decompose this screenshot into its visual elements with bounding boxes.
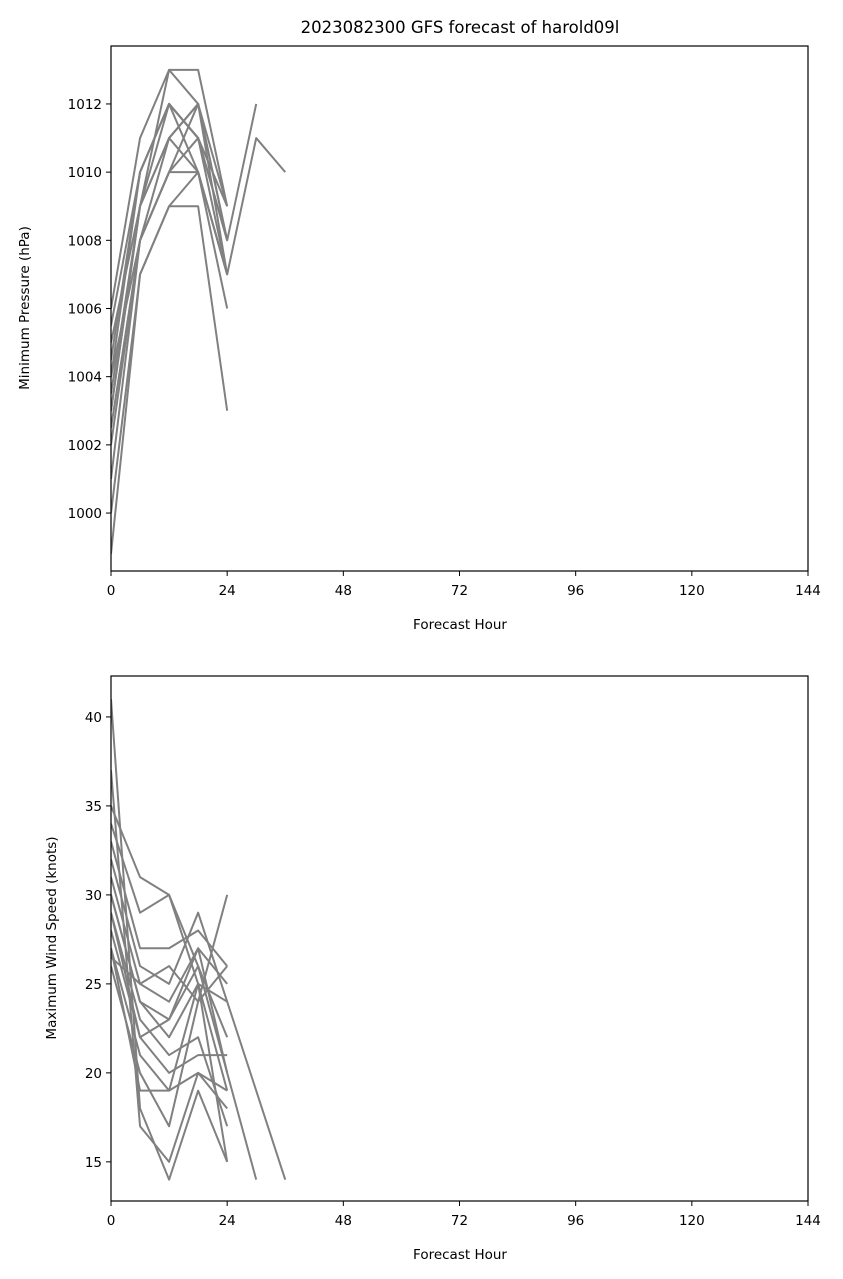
wind-series-lines	[111, 699, 287, 1181]
pressure-x-tick-label: 96	[567, 583, 584, 599]
wind-series-line	[111, 894, 229, 1128]
pressure-x-tick-label: 0	[107, 583, 116, 599]
wind-y-tick-label: 40	[85, 710, 102, 726]
wind-panel: 0 24 48 72 96 120 144 15 20 25 30 35 40 Forecast Ho…	[44, 675, 821, 1263]
wind-series-line	[111, 770, 228, 1163]
pressure-series-line	[111, 68, 229, 309]
wind-y-tick-label: 30	[85, 888, 102, 904]
wind-y-axis: 15 20 25 30 35 40	[85, 710, 111, 1171]
chart-title: 2023082300 GFS forecast of harold09l	[301, 18, 620, 37]
wind-x-tick-label: 144	[795, 1213, 821, 1229]
wind-series-line	[111, 948, 229, 1163]
pressure-y-tick-label: 1012	[68, 97, 102, 113]
pressure-series-lines	[111, 68, 287, 555]
pressure-x-tick-label: 48	[335, 583, 352, 599]
pressure-y-tick-label: 1004	[68, 370, 102, 386]
wind-series-line	[111, 876, 228, 1003]
wind-x-tick-label: 0	[107, 1213, 116, 1229]
pressure-x-axis: 0 24 48 72 96 120 144	[107, 571, 821, 599]
pressure-y-axis-label: Minimum Pressure (hPa)	[17, 226, 33, 390]
wind-series-line	[111, 956, 228, 1003]
wind-x-tick-label: 96	[567, 1213, 584, 1229]
pressure-y-tick-label: 1010	[68, 165, 102, 181]
wind-series-line	[111, 859, 229, 1002]
wind-series-line	[111, 823, 229, 1091]
pressure-y-axis: 1000 1002 1004 1006 1008 1010 1012	[68, 97, 111, 522]
pressure-y-tick-label: 1006	[68, 302, 102, 318]
wind-series-line	[111, 699, 229, 1181]
wind-x-axis-label: Forecast Hour	[413, 1247, 507, 1263]
wind-y-axis-label: Maximum Wind Speed (knots)	[44, 836, 60, 1039]
pressure-y-tick-label: 1000	[68, 506, 102, 522]
pressure-y-tick-label: 1008	[68, 233, 102, 249]
pressure-x-tick-label: 72	[451, 583, 468, 599]
wind-x-tick-label: 72	[451, 1213, 468, 1229]
wind-y-tick-label: 35	[85, 799, 102, 815]
pressure-x-tick-label: 24	[219, 583, 236, 599]
pressure-x-tick-label: 120	[679, 583, 705, 599]
pressure-x-axis-label: Forecast Hour	[413, 617, 507, 633]
wind-x-tick-label: 48	[335, 1213, 352, 1229]
pressure-series-line	[111, 171, 229, 428]
pressure-series-line	[111, 102, 287, 377]
pressure-x-tick-label: 144	[795, 583, 821, 599]
pressure-panel: 2023082300 GFS forecast of harold09l 0 24…	[17, 18, 821, 633]
wind-y-tick-label: 25	[85, 977, 102, 993]
wind-series-line	[111, 912, 229, 1127]
wind-x-tick-label: 24	[219, 1213, 236, 1229]
wind-y-tick-label: 20	[85, 1066, 102, 1082]
pressure-y-tick-label: 1002	[68, 438, 102, 454]
wind-x-tick-label: 120	[679, 1213, 705, 1229]
wind-y-tick-label: 15	[85, 1155, 102, 1171]
wind-x-axis: 0 24 48 72 96 120 144	[107, 1201, 821, 1229]
wind-series-line	[111, 930, 228, 1074]
